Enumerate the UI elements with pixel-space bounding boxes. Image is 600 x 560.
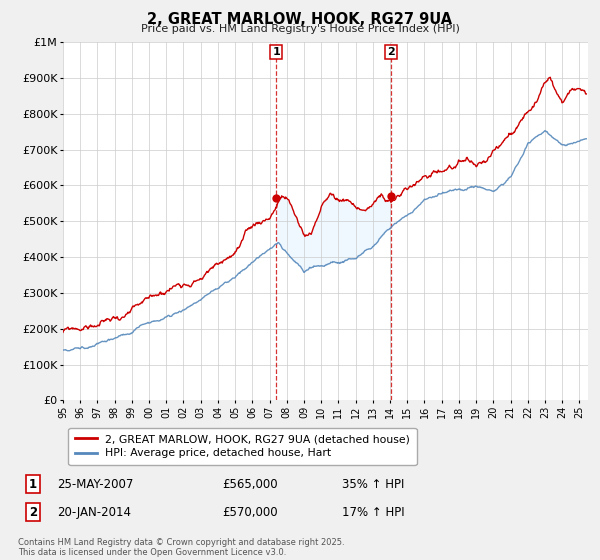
Text: £565,000: £565,000	[222, 478, 278, 491]
Text: Price paid vs. HM Land Registry's House Price Index (HPI): Price paid vs. HM Land Registry's House …	[140, 24, 460, 34]
Text: 2: 2	[387, 48, 395, 57]
Text: Contains HM Land Registry data © Crown copyright and database right 2025.
This d: Contains HM Land Registry data © Crown c…	[18, 538, 344, 557]
Text: 1: 1	[272, 48, 280, 57]
Legend: 2, GREAT MARLOW, HOOK, RG27 9UA (detached house), HPI: Average price, detached h: 2, GREAT MARLOW, HOOK, RG27 9UA (detache…	[68, 427, 416, 465]
Text: 1: 1	[29, 478, 37, 491]
Text: 35% ↑ HPI: 35% ↑ HPI	[342, 478, 404, 491]
Text: 25-MAY-2007: 25-MAY-2007	[57, 478, 133, 491]
Text: 17% ↑ HPI: 17% ↑ HPI	[342, 506, 404, 519]
Text: 2: 2	[29, 506, 37, 519]
Text: 2, GREAT MARLOW, HOOK, RG27 9UA: 2, GREAT MARLOW, HOOK, RG27 9UA	[148, 12, 452, 27]
Text: £570,000: £570,000	[222, 506, 278, 519]
Text: 20-JAN-2014: 20-JAN-2014	[57, 506, 131, 519]
